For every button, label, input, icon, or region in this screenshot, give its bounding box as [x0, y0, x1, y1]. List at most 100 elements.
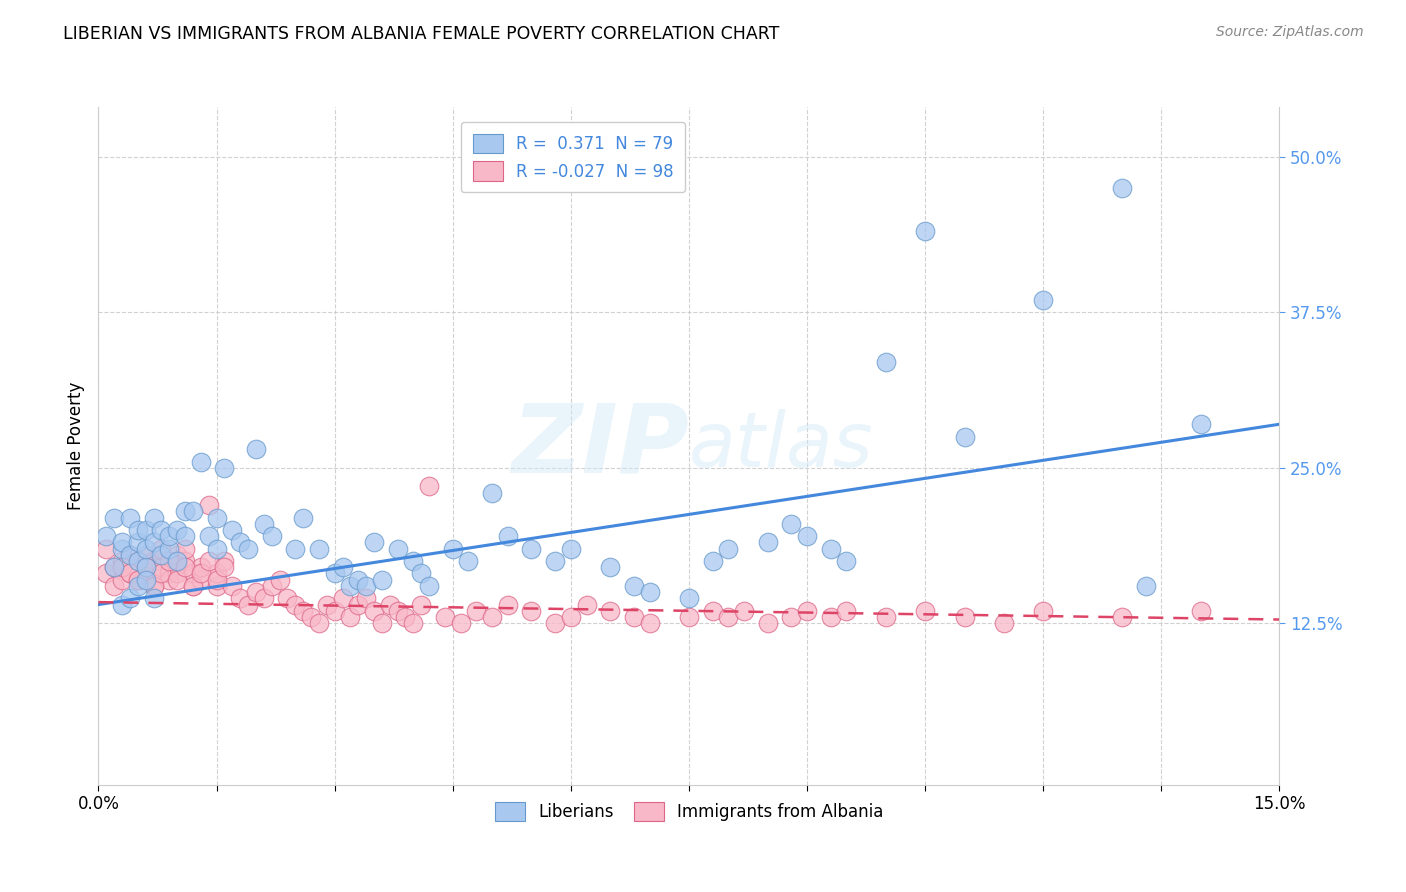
Point: [157, 573, 180, 587]
Point: [599, 560, 621, 574]
Point: [717, 541, 740, 556]
Point: [221, 523, 243, 537]
Point: [835, 604, 858, 618]
Legend: Liberians, Immigrants from Albania: Liberians, Immigrants from Albania: [488, 795, 890, 828]
Point: [717, 610, 740, 624]
Point: [276, 591, 298, 606]
Point: [166, 573, 188, 587]
Point: [914, 224, 936, 238]
Point: [150, 548, 173, 562]
Point: [756, 616, 779, 631]
Point: [496, 598, 519, 612]
Point: [214, 554, 236, 568]
Point: [181, 504, 204, 518]
Point: [142, 510, 165, 524]
Point: [118, 548, 141, 562]
Point: [363, 535, 385, 549]
Point: [174, 541, 197, 556]
Point: [96, 529, 118, 543]
Point: [135, 566, 157, 581]
Point: [875, 610, 897, 624]
Point: [127, 535, 149, 549]
Point: [181, 566, 204, 581]
Point: [118, 510, 141, 524]
Point: [103, 510, 125, 524]
Point: [111, 573, 134, 587]
Point: [363, 604, 385, 618]
Point: [371, 616, 394, 631]
Point: [135, 560, 157, 574]
Point: [638, 616, 661, 631]
Point: [127, 579, 149, 593]
Point: [127, 554, 149, 568]
Point: [1032, 293, 1054, 307]
Point: [702, 554, 724, 568]
Point: [402, 616, 425, 631]
Point: [387, 604, 409, 618]
Point: [118, 566, 141, 581]
Point: [820, 541, 842, 556]
Point: [150, 560, 173, 574]
Point: [118, 548, 141, 562]
Point: [214, 560, 236, 574]
Point: [205, 579, 228, 593]
Point: [174, 504, 197, 518]
Point: [796, 529, 818, 543]
Point: [118, 591, 141, 606]
Point: [135, 560, 157, 574]
Point: [678, 610, 700, 624]
Point: [253, 516, 276, 531]
Text: atlas: atlas: [689, 409, 873, 483]
Point: [174, 560, 197, 574]
Point: [402, 554, 425, 568]
Point: [253, 591, 276, 606]
Point: [260, 579, 283, 593]
Point: [190, 573, 212, 587]
Point: [418, 579, 440, 593]
Point: [1135, 579, 1157, 593]
Point: [678, 591, 700, 606]
Point: [166, 548, 188, 562]
Point: [236, 598, 259, 612]
Point: [221, 579, 243, 593]
Text: ZIP: ZIP: [510, 400, 689, 492]
Point: [387, 541, 409, 556]
Point: [142, 554, 165, 568]
Point: [575, 598, 598, 612]
Point: [520, 541, 543, 556]
Point: [914, 604, 936, 618]
Point: [599, 604, 621, 618]
Point: [205, 541, 228, 556]
Point: [260, 529, 283, 543]
Point: [103, 560, 125, 574]
Point: [111, 535, 134, 549]
Point: [433, 610, 456, 624]
Point: [96, 541, 118, 556]
Point: [111, 541, 134, 556]
Point: [150, 541, 173, 556]
Point: [127, 523, 149, 537]
Point: [284, 541, 307, 556]
Point: [190, 560, 212, 574]
Point: [756, 535, 779, 549]
Point: [214, 460, 236, 475]
Point: [378, 598, 401, 612]
Point: [354, 591, 377, 606]
Point: [174, 554, 197, 568]
Point: [411, 598, 433, 612]
Point: [544, 616, 567, 631]
Point: [157, 554, 180, 568]
Point: [411, 566, 433, 581]
Point: [205, 566, 228, 581]
Point: [623, 610, 645, 624]
Point: [236, 541, 259, 556]
Point: [96, 566, 118, 581]
Point: [150, 523, 173, 537]
Point: [150, 566, 173, 581]
Point: [166, 523, 188, 537]
Point: [111, 598, 134, 612]
Point: [245, 585, 267, 599]
Point: [292, 604, 315, 618]
Point: [796, 604, 818, 618]
Point: [323, 566, 346, 581]
